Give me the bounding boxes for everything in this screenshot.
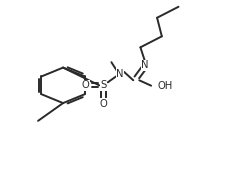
Text: N: N <box>116 68 124 79</box>
Text: O: O <box>100 99 107 109</box>
Text: N: N <box>141 60 149 70</box>
Text: OH: OH <box>157 81 172 91</box>
Text: S: S <box>100 80 107 90</box>
Text: O: O <box>82 80 89 90</box>
